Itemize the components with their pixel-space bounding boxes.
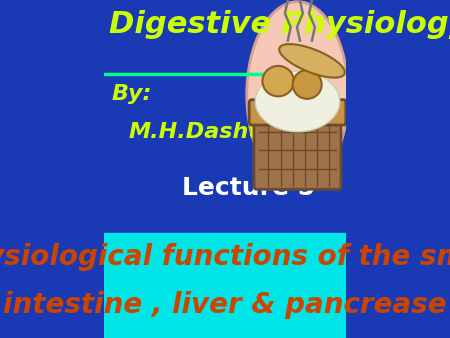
Polygon shape <box>279 44 345 78</box>
Text: Lecture 5: Lecture 5 <box>181 176 315 200</box>
FancyBboxPatch shape <box>254 108 341 189</box>
Ellipse shape <box>255 71 340 132</box>
Text: Physiological functions of the small: Physiological functions of the small <box>0 243 450 271</box>
Ellipse shape <box>247 2 348 188</box>
Text: Digestive Physiology: Digestive Physiology <box>109 10 450 39</box>
Text: intestine , liver & pancrease: intestine , liver & pancrease <box>3 291 447 319</box>
Ellipse shape <box>292 70 322 99</box>
Text: M.H.Dashti: M.H.Dashti <box>128 122 267 142</box>
Ellipse shape <box>262 66 294 96</box>
Text: By:: By: <box>112 84 152 104</box>
FancyBboxPatch shape <box>249 100 346 125</box>
FancyBboxPatch shape <box>104 233 346 338</box>
